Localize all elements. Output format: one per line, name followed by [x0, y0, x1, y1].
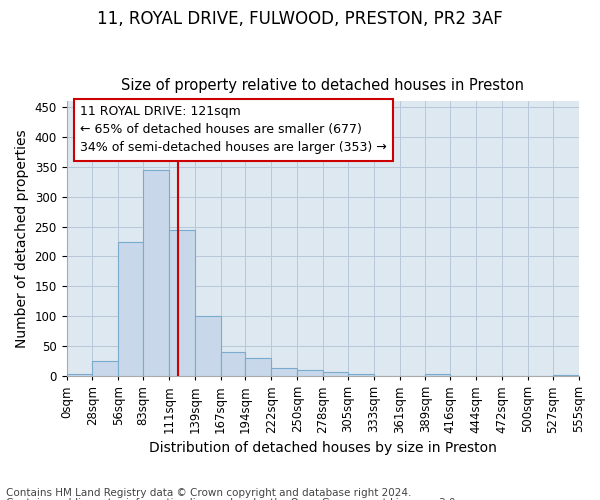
Text: 11, ROYAL DRIVE, FULWOOD, PRESTON, PR2 3AF: 11, ROYAL DRIVE, FULWOOD, PRESTON, PR2 3… — [97, 10, 503, 28]
Bar — [118, 242, 143, 376]
Text: 11 ROYAL DRIVE: 121sqm
← 65% of detached houses are smaller (677)
34% of semi-de: 11 ROYAL DRIVE: 121sqm ← 65% of detached… — [80, 106, 387, 154]
Bar — [348, 374, 374, 376]
Bar — [221, 352, 245, 376]
Bar — [297, 370, 323, 376]
Y-axis label: Number of detached properties: Number of detached properties — [15, 129, 29, 348]
Title: Size of property relative to detached houses in Preston: Size of property relative to detached ho… — [121, 78, 524, 93]
Bar — [323, 372, 348, 376]
Bar — [195, 316, 221, 376]
Bar — [425, 374, 450, 376]
Bar — [67, 374, 92, 376]
X-axis label: Distribution of detached houses by size in Preston: Distribution of detached houses by size … — [149, 441, 496, 455]
Bar — [92, 361, 118, 376]
Bar — [143, 170, 169, 376]
Text: Contains HM Land Registry data © Crown copyright and database right 2024.: Contains HM Land Registry data © Crown c… — [6, 488, 412, 498]
Bar — [271, 368, 297, 376]
Bar — [169, 230, 195, 376]
Bar — [245, 358, 271, 376]
Text: Contains public sector information licensed under the Open Government Licence v3: Contains public sector information licen… — [6, 498, 459, 500]
